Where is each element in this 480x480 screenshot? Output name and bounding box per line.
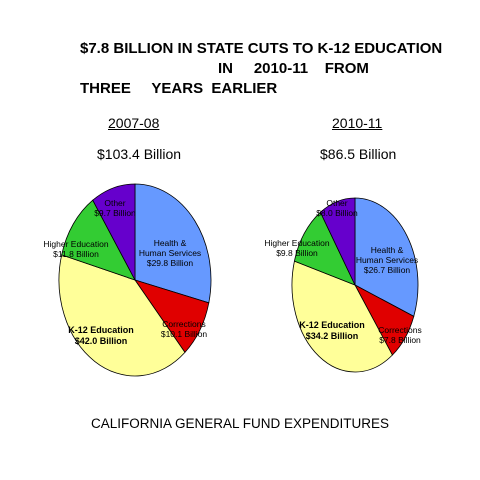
pie-2007-label-higher: Higher Education $11.8 Billion	[43, 239, 108, 259]
pie-2007-label-corrections: Corrections $10.1 Billion	[161, 319, 208, 339]
pie-2010-label-corrections: Corrections $7.8 Billion	[378, 325, 421, 345]
pie-2007-label-health: Health & Human Services $29.8 Billion	[139, 238, 201, 268]
pie-2010-total: $86.5 Billion	[320, 146, 397, 162]
pie-2007-slice-k12	[58, 254, 186, 377]
pie-2007-slice-other	[92, 183, 136, 281]
pie-2010-group: Health & Human Services $26.7 Billion Corre…	[264, 197, 422, 373]
chart-title-line-2: IN 2010-11 FROM	[218, 60, 369, 77]
pie-2007-label-other: Other $9.7 Billion	[94, 198, 136, 218]
pie-2007-group: Health & Human Services $29.8 Billion Corre…	[43, 183, 212, 377]
pie-2010-label-other: Other $8.0 Billion	[316, 198, 358, 218]
pie-2010-title: 2010-11	[332, 115, 383, 131]
pie-2007-slice-higher	[61, 199, 136, 281]
pie-2010-label-higher: Higher Education $9.8 Billion	[264, 238, 329, 258]
pie-2010-label-k12: K-12 Education $34.2 Billion	[299, 320, 365, 341]
pie-2007-title: 2007-08	[108, 115, 160, 131]
pie-2010-slice-k12	[291, 260, 393, 373]
chart-footer: CALIFORNIA GENERAL FUND EXPENDITURES	[90, 416, 390, 431]
pie-2010-slice-health	[354, 197, 419, 317]
chart-title-line-3: THREE YEARS EARLIER	[80, 80, 278, 97]
pie-2010-label-health: Health & Human Services $26.7 Billion	[356, 245, 418, 275]
pie-2007-slice-health	[134, 183, 212, 304]
chart-title-line-1: $7.8 BILLION IN STATE CUTS TO K-12 EDUCA…	[80, 40, 443, 57]
pie-2007-total: $103.4 Billion	[97, 146, 182, 162]
pie-2010-slice-other	[319, 197, 356, 286]
pie-2007-label-k12: K-12 Education $42.0 Billion	[68, 325, 134, 346]
